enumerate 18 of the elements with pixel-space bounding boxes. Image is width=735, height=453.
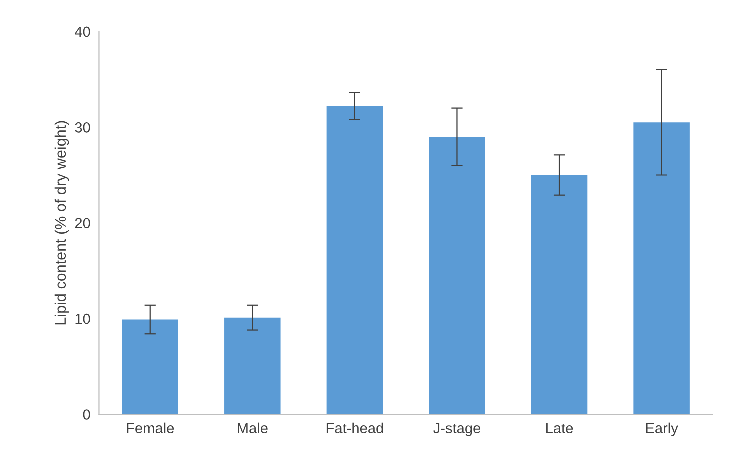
x-tick-label: J-stage [434,423,480,436]
bar [634,122,690,414]
bar [326,106,384,414]
y-axis-title: Lipid content (% of dry weight) [54,121,70,325]
y-tick-label: 40 [75,26,90,38]
x-tick-label: Late [546,423,574,434]
y-tick-label: 30 [75,122,90,133]
y-tick-label: 10 [76,314,90,324]
x-tick-label: Early [646,422,678,436]
y-tick-label: 20 [75,218,90,229]
x-tick-label: Fat-head [326,422,384,434]
bar [224,318,281,414]
bar [531,175,588,414]
y-tick-label: 0 [83,410,90,420]
x-tick-label: Female [127,422,174,434]
bar [122,320,178,414]
x-tick-label: Male [238,422,268,434]
bar [429,136,486,414]
